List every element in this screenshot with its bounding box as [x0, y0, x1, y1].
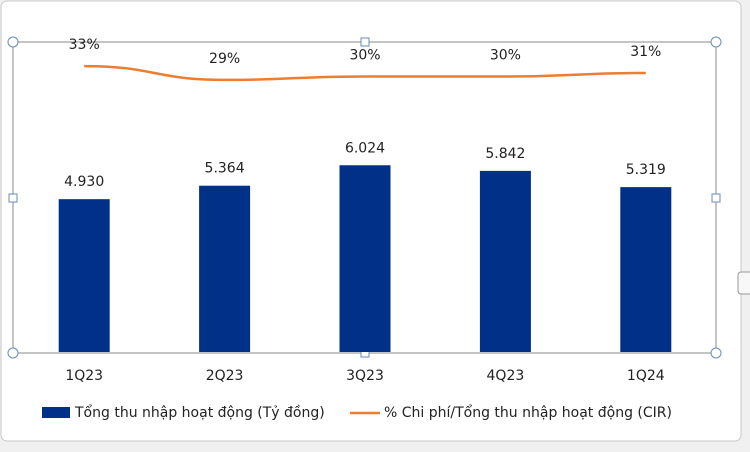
legend-label: Tổng thu nhập hoạt động (Tỷ đồng) — [74, 404, 325, 421]
line — [84, 64, 646, 82]
bar — [58, 199, 110, 352]
data-label: 6.024 — [345, 140, 385, 156]
x-tick-label: 3Q23 — [346, 368, 384, 384]
x-tick-label: 4Q23 — [487, 368, 525, 384]
data-label: 29% — [209, 51, 240, 67]
bar — [479, 170, 531, 352]
bar — [620, 187, 672, 352]
handle — [710, 347, 722, 359]
handle — [710, 36, 722, 48]
handle — [711, 193, 721, 203]
data-label: 30% — [349, 47, 380, 63]
data-label: 33% — [69, 37, 100, 53]
handle — [7, 36, 19, 48]
data-label: 30% — [490, 47, 521, 63]
selection-handles — [7, 36, 722, 359]
data-label: 4.930 — [64, 174, 104, 190]
bar — [339, 165, 391, 352]
handle — [7, 347, 19, 359]
legend: Tổng thu nhập hoạt động (Tỷ đồng) % Chi … — [42, 404, 672, 421]
data-label: 5.842 — [485, 146, 525, 162]
data-label: 31% — [630, 44, 661, 60]
side-button[interactable] — [737, 271, 750, 295]
handle — [8, 193, 18, 203]
legend-swatch — [42, 407, 70, 418]
bar — [199, 185, 251, 352]
x-tick-label: 1Q23 — [65, 368, 103, 384]
x-tick-label: 2Q23 — [206, 368, 244, 384]
handle — [360, 37, 370, 47]
data-label: 5.364 — [205, 161, 245, 177]
x-tick-label: 1Q24 — [627, 368, 665, 384]
data-label: 5.319 — [626, 162, 666, 178]
legend-label: % Chi phí/Tổng thu nhập hoạt động (CIR) — [384, 404, 672, 421]
